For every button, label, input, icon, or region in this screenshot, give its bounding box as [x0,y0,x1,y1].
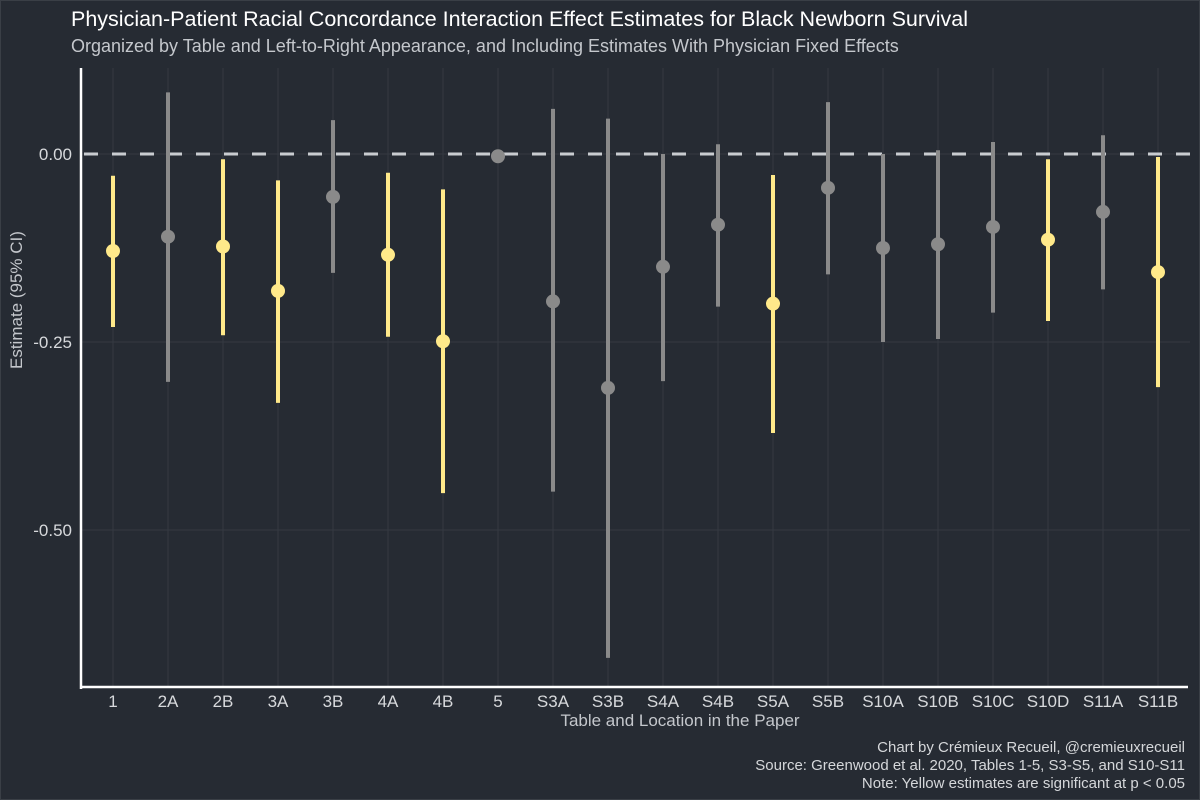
x-tick-label-3B: 3B [323,692,344,711]
estimate-point-1 [106,244,120,259]
source-caption: Source: Greenwood et al. 2020, Tables 1-… [755,757,1185,774]
estimate-point-S11B [1151,265,1165,280]
x-tick-label-3A: 3A [268,692,289,711]
estimate-point-S3B [601,380,615,395]
x-tick-label-S10A: S10A [862,692,904,711]
x-axis-label: Table and Location in the Paper [560,711,800,730]
estimate-point-S10A [876,241,890,255]
chart-title: Physician-Patient Racial Concordance Int… [71,7,969,31]
x-tick-label-S10D: S10D [1027,692,1070,711]
x-tick-label-5: 5 [493,692,502,711]
estimate-point-S10B [931,237,945,252]
x-tick-label-4A: 4A [378,692,399,711]
y-tick-label: 0.00 [39,145,72,164]
x-tick-label-4B: 4B [433,692,454,711]
estimate-point-S4A [656,259,670,274]
estimate-point-S3A [546,294,560,309]
y-tick-label: -0.25 [33,333,72,352]
estimate-point-3B [326,189,340,204]
x-tick-label-S11A: S11A [1083,692,1124,711]
estimate-point-2B [216,239,230,254]
x-tick-label-S10C: S10C [972,692,1015,711]
estimate-point-S5A [766,296,780,311]
estimate-point-4A [381,247,395,262]
x-tick-label-2B: 2B [213,692,234,711]
x-tick-label-S3B: S3B [592,692,624,711]
note-caption: Note: Yellow estimates are significant a… [861,775,1185,792]
estimate-point-S10D [1041,232,1055,247]
x-tick-label-2A: 2A [158,692,179,711]
x-tick-label-1: 1 [108,692,117,711]
estimate-point-2A [161,229,175,244]
y-tick-label: -0.50 [33,521,72,540]
estimate-point-S10C [986,219,1000,234]
x-tick-label-S5A: S5A [757,692,790,711]
estimate-point-S11A [1096,204,1110,219]
x-tick-label-S11B: S11B [1138,692,1178,711]
estimate-point-S5B [821,180,835,195]
estimate-point-4B [436,334,450,349]
chart-subtitle: Organized by Table and Left-to-Right App… [71,36,899,56]
x-tick-label-S4A: S4A [647,692,680,711]
credit-caption: Chart by Crémieux Recueil, @cremieuxrecu… [877,739,1185,756]
x-tick-label-S3A: S3A [537,692,570,711]
estimate-point-3A [271,283,285,298]
estimate-point-5 [491,149,505,164]
x-tick-label-S5B: S5B [812,692,844,711]
x-tick-label-S10B: S10B [917,692,959,711]
estimate-point-S4B [711,217,725,232]
x-tick-label-S4B: S4B [702,692,734,711]
